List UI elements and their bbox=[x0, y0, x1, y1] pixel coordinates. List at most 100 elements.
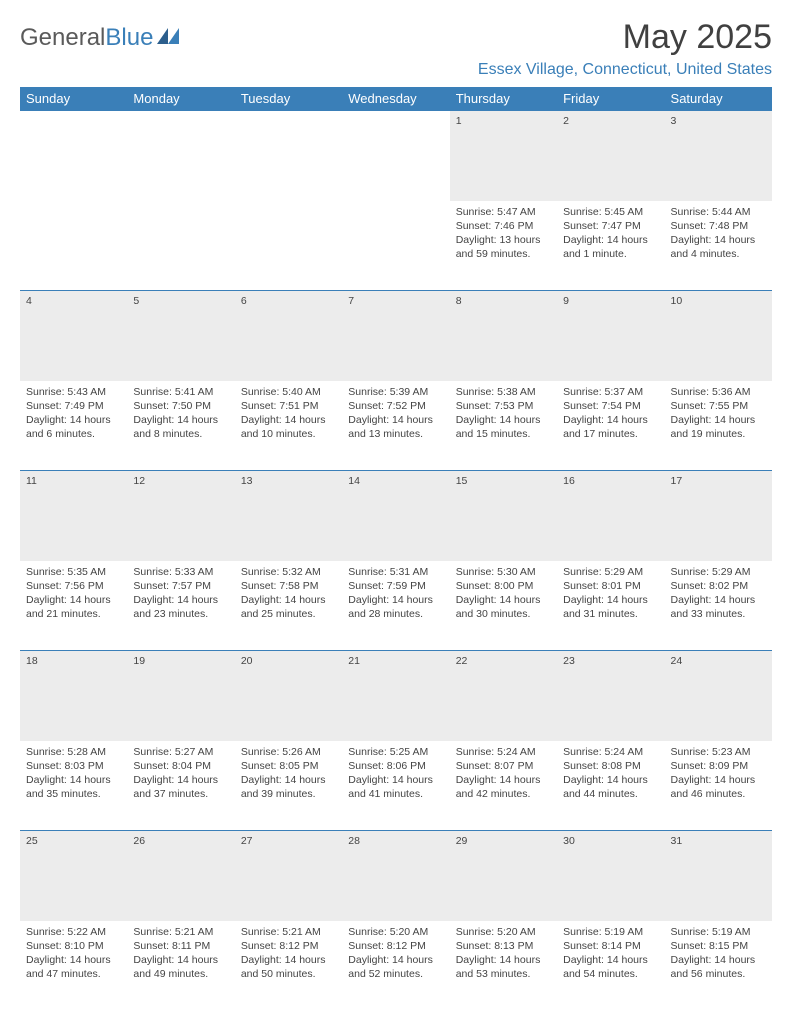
sunset-line: Sunset: 8:05 PM bbox=[241, 759, 336, 773]
sunset-line: Sunset: 8:07 PM bbox=[456, 759, 551, 773]
sunrise-line: Sunrise: 5:33 AM bbox=[133, 565, 228, 579]
day-number: 3 bbox=[665, 111, 772, 201]
sunset-line: Sunset: 8:01 PM bbox=[563, 579, 658, 593]
day-number-row: 45678910 bbox=[20, 291, 772, 381]
sunset-line: Sunset: 8:10 PM bbox=[26, 939, 121, 953]
sunset-line: Sunset: 8:06 PM bbox=[348, 759, 443, 773]
daylight-line: Daylight: 14 hours and 31 minutes. bbox=[563, 593, 658, 621]
day-cell: Sunrise: 5:19 AMSunset: 8:14 PMDaylight:… bbox=[557, 921, 664, 1011]
day-cell bbox=[342, 201, 449, 291]
sunset-line: Sunset: 8:04 PM bbox=[133, 759, 228, 773]
daylight-line: Daylight: 14 hours and 46 minutes. bbox=[671, 773, 766, 801]
weekday-header-row: SundayMondayTuesdayWednesdayThursdayFrid… bbox=[20, 87, 772, 111]
sunrise-line: Sunrise: 5:28 AM bbox=[26, 745, 121, 759]
sunrise-line: Sunrise: 5:19 AM bbox=[563, 925, 658, 939]
day-cell: Sunrise: 5:29 AMSunset: 8:02 PMDaylight:… bbox=[665, 561, 772, 651]
sunset-line: Sunset: 7:58 PM bbox=[241, 579, 336, 593]
sunrise-line: Sunrise: 5:37 AM bbox=[563, 385, 658, 399]
sunset-line: Sunset: 7:51 PM bbox=[241, 399, 336, 413]
daylight-line: Daylight: 14 hours and 6 minutes. bbox=[26, 413, 121, 441]
calendar-table: SundayMondayTuesdayWednesdayThursdayFrid… bbox=[20, 87, 772, 1011]
day-cell: Sunrise: 5:36 AMSunset: 7:55 PMDaylight:… bbox=[665, 381, 772, 471]
day-cell: Sunrise: 5:31 AMSunset: 7:59 PMDaylight:… bbox=[342, 561, 449, 651]
sunrise-line: Sunrise: 5:35 AM bbox=[26, 565, 121, 579]
sunrise-line: Sunrise: 5:36 AM bbox=[671, 385, 766, 399]
day-data-row: Sunrise: 5:47 AMSunset: 7:46 PMDaylight:… bbox=[20, 201, 772, 291]
day-number: 1 bbox=[450, 111, 557, 201]
sunrise-line: Sunrise: 5:29 AM bbox=[563, 565, 658, 579]
day-number: 31 bbox=[665, 831, 772, 921]
day-cell: Sunrise: 5:28 AMSunset: 8:03 PMDaylight:… bbox=[20, 741, 127, 831]
daylight-line: Daylight: 14 hours and 41 minutes. bbox=[348, 773, 443, 801]
sunrise-line: Sunrise: 5:24 AM bbox=[456, 745, 551, 759]
daylight-line: Daylight: 13 hours and 59 minutes. bbox=[456, 233, 551, 261]
day-number: 19 bbox=[127, 651, 234, 741]
daylight-line: Daylight: 14 hours and 15 minutes. bbox=[456, 413, 551, 441]
daylight-line: Daylight: 14 hours and 25 minutes. bbox=[241, 593, 336, 621]
day-cell: Sunrise: 5:32 AMSunset: 7:58 PMDaylight:… bbox=[235, 561, 342, 651]
sunrise-line: Sunrise: 5:45 AM bbox=[563, 205, 658, 219]
day-number: 4 bbox=[20, 291, 127, 381]
daylight-line: Daylight: 14 hours and 53 minutes. bbox=[456, 953, 551, 981]
weekday-header: Friday bbox=[557, 87, 664, 111]
day-number: 26 bbox=[127, 831, 234, 921]
sunset-line: Sunset: 8:13 PM bbox=[456, 939, 551, 953]
daylight-line: Daylight: 14 hours and 35 minutes. bbox=[26, 773, 121, 801]
daylight-line: Daylight: 14 hours and 33 minutes. bbox=[671, 593, 766, 621]
day-number: 6 bbox=[235, 291, 342, 381]
logo-icon bbox=[157, 28, 179, 49]
daylight-line: Daylight: 14 hours and 23 minutes. bbox=[133, 593, 228, 621]
day-cell: Sunrise: 5:44 AMSunset: 7:48 PMDaylight:… bbox=[665, 201, 772, 291]
sunset-line: Sunset: 8:00 PM bbox=[456, 579, 551, 593]
sunrise-line: Sunrise: 5:25 AM bbox=[348, 745, 443, 759]
day-number: 29 bbox=[450, 831, 557, 921]
daylight-line: Daylight: 14 hours and 13 minutes. bbox=[348, 413, 443, 441]
logo-text-1: General bbox=[20, 24, 105, 52]
daylight-line: Daylight: 14 hours and 42 minutes. bbox=[456, 773, 551, 801]
sunrise-line: Sunrise: 5:22 AM bbox=[26, 925, 121, 939]
day-cell: Sunrise: 5:21 AMSunset: 8:12 PMDaylight:… bbox=[235, 921, 342, 1011]
day-number: 17 bbox=[665, 471, 772, 561]
sunrise-line: Sunrise: 5:30 AM bbox=[456, 565, 551, 579]
weekday-header: Saturday bbox=[665, 87, 772, 111]
daylight-line: Daylight: 14 hours and 10 minutes. bbox=[241, 413, 336, 441]
sunset-line: Sunset: 7:50 PM bbox=[133, 399, 228, 413]
daylight-line: Daylight: 14 hours and 21 minutes. bbox=[26, 593, 121, 621]
sunrise-line: Sunrise: 5:23 AM bbox=[671, 745, 766, 759]
day-number-row: 11121314151617 bbox=[20, 471, 772, 561]
day-data-row: Sunrise: 5:35 AMSunset: 7:56 PMDaylight:… bbox=[20, 561, 772, 651]
day-cell: Sunrise: 5:40 AMSunset: 7:51 PMDaylight:… bbox=[235, 381, 342, 471]
day-data-row: Sunrise: 5:28 AMSunset: 8:03 PMDaylight:… bbox=[20, 741, 772, 831]
day-number: 30 bbox=[557, 831, 664, 921]
day-number: 13 bbox=[235, 471, 342, 561]
day-cell: Sunrise: 5:37 AMSunset: 7:54 PMDaylight:… bbox=[557, 381, 664, 471]
day-cell: Sunrise: 5:20 AMSunset: 8:13 PMDaylight:… bbox=[450, 921, 557, 1011]
sunset-line: Sunset: 7:46 PM bbox=[456, 219, 551, 233]
logo-text-2: Blue bbox=[105, 24, 153, 52]
daylight-line: Daylight: 14 hours and 37 minutes. bbox=[133, 773, 228, 801]
sunset-line: Sunset: 8:11 PM bbox=[133, 939, 228, 953]
sunset-line: Sunset: 7:57 PM bbox=[133, 579, 228, 593]
day-cell: Sunrise: 5:45 AMSunset: 7:47 PMDaylight:… bbox=[557, 201, 664, 291]
daylight-line: Daylight: 14 hours and 44 minutes. bbox=[563, 773, 658, 801]
day-number: 23 bbox=[557, 651, 664, 741]
daylight-line: Daylight: 14 hours and 28 minutes. bbox=[348, 593, 443, 621]
sunrise-line: Sunrise: 5:43 AM bbox=[26, 385, 121, 399]
sunrise-line: Sunrise: 5:40 AM bbox=[241, 385, 336, 399]
daylight-line: Daylight: 14 hours and 47 minutes. bbox=[26, 953, 121, 981]
sunset-line: Sunset: 7:56 PM bbox=[26, 579, 121, 593]
day-number-row: 18192021222324 bbox=[20, 651, 772, 741]
sunrise-line: Sunrise: 5:26 AM bbox=[241, 745, 336, 759]
sunset-line: Sunset: 8:08 PM bbox=[563, 759, 658, 773]
daylight-line: Daylight: 14 hours and 52 minutes. bbox=[348, 953, 443, 981]
sunrise-line: Sunrise: 5:29 AM bbox=[671, 565, 766, 579]
sunset-line: Sunset: 7:55 PM bbox=[671, 399, 766, 413]
sunrise-line: Sunrise: 5:20 AM bbox=[456, 925, 551, 939]
sunset-line: Sunset: 7:53 PM bbox=[456, 399, 551, 413]
sunrise-line: Sunrise: 5:21 AM bbox=[241, 925, 336, 939]
sunrise-line: Sunrise: 5:39 AM bbox=[348, 385, 443, 399]
day-data-row: Sunrise: 5:43 AMSunset: 7:49 PMDaylight:… bbox=[20, 381, 772, 471]
daylight-line: Daylight: 14 hours and 50 minutes. bbox=[241, 953, 336, 981]
sunset-line: Sunset: 8:15 PM bbox=[671, 939, 766, 953]
daylight-line: Daylight: 14 hours and 56 minutes. bbox=[671, 953, 766, 981]
